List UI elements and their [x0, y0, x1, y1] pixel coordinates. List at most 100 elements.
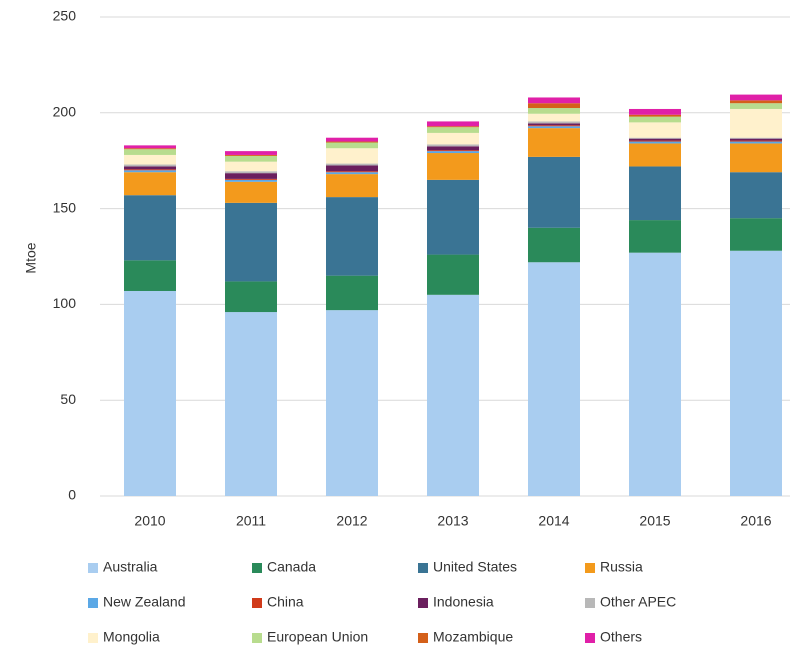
bar-segment	[326, 165, 378, 172]
bar-segment	[528, 126, 580, 129]
legend-label: New Zealand	[103, 594, 186, 610]
legend-swatch	[585, 598, 595, 608]
bar-segment	[124, 290, 176, 496]
y-tick-label: 200	[53, 104, 77, 120]
bar-segment	[730, 140, 782, 142]
bar-segment	[427, 153, 479, 180]
bar-segment	[427, 127, 479, 133]
bar-segment	[225, 179, 277, 182]
bar-segment	[326, 310, 378, 496]
bar-segment	[528, 113, 580, 122]
bar-segment	[124, 260, 176, 291]
bar-segment	[225, 161, 277, 172]
legend-label: European Union	[267, 629, 368, 645]
x-tick-label: 2015	[639, 513, 670, 529]
bar-segment	[225, 181, 277, 203]
bar-segment	[326, 172, 378, 175]
legend-label: Canada	[267, 559, 316, 575]
bar-segment	[528, 262, 580, 496]
bar-segment	[629, 252, 681, 496]
bar-segment	[124, 145, 176, 149]
bar-segment	[326, 148, 378, 164]
bar-segment	[427, 146, 479, 151]
bar-segment	[730, 218, 782, 251]
bar-segment	[528, 156, 580, 228]
y-tick-label: 150	[53, 199, 77, 215]
bar-segment	[730, 250, 782, 496]
bar-segment	[730, 141, 782, 144]
bar-segment	[427, 150, 479, 152]
bar-segment	[427, 121, 479, 127]
bar-segment	[124, 149, 176, 155]
bar-segment	[528, 103, 580, 109]
bar-segment	[326, 137, 378, 142]
bar-segment	[225, 155, 277, 162]
y-tick-label: 0	[68, 487, 76, 503]
bar-segment	[629, 141, 681, 144]
bar-segment	[124, 164, 176, 167]
x-tick-label: 2014	[538, 513, 569, 529]
bar-segment	[326, 171, 378, 173]
bar-segment	[124, 172, 176, 196]
bar-segment	[629, 108, 681, 115]
bar-segment	[730, 108, 782, 138]
legend-swatch	[252, 563, 262, 573]
bar-segment	[326, 174, 378, 198]
bar-segment	[629, 137, 681, 139]
x-tick-label: 2016	[740, 513, 771, 529]
bar-segment	[730, 100, 782, 104]
legend-label: Australia	[103, 559, 158, 575]
x-tick-label: 2013	[437, 513, 468, 529]
legend-label: Mozambique	[433, 629, 513, 645]
bar-segment	[528, 121, 580, 124]
x-tick-label: 2012	[336, 513, 367, 529]
legend-swatch	[585, 633, 595, 643]
x-tick-label: 2010	[134, 513, 165, 529]
bar-segment	[225, 171, 277, 174]
y-axis-label: Mtoe	[23, 242, 39, 273]
bar-segment	[427, 151, 479, 154]
bar-segment	[629, 140, 681, 142]
bar-segment	[225, 173, 277, 179]
legend-label: China	[267, 594, 304, 610]
bar-segment	[629, 143, 681, 167]
legend-swatch	[88, 598, 98, 608]
bar-segment	[528, 227, 580, 263]
legend-swatch	[585, 563, 595, 573]
bar-segment	[427, 254, 479, 295]
bar-segment	[326, 141, 378, 143]
y-tick-label: 250	[53, 8, 77, 24]
y-tick-label: 100	[53, 295, 77, 311]
bar-segment	[326, 275, 378, 311]
bar-segment	[629, 116, 681, 123]
legend-label: Mongolia	[103, 629, 160, 645]
bar-segment	[225, 178, 277, 180]
legend-swatch	[418, 563, 428, 573]
bar-segment	[124, 170, 176, 173]
bar-segment	[427, 179, 479, 255]
bar-segment	[124, 166, 176, 170]
bar-segment	[225, 281, 277, 313]
legend-label: Indonesia	[433, 594, 494, 610]
bar-segment	[730, 143, 782, 173]
bar-segment	[225, 151, 277, 155]
bar-segment	[124, 148, 176, 150]
bar-segment	[629, 122, 681, 138]
bar-segment	[528, 125, 580, 127]
bar-segment	[427, 144, 479, 147]
legend-label: Others	[600, 629, 642, 645]
bar-segment	[730, 138, 782, 141]
bar-segment	[427, 132, 479, 145]
bar-segment	[629, 166, 681, 221]
legend-swatch	[88, 633, 98, 643]
bar-segment	[730, 172, 782, 219]
bar-segment	[124, 169, 176, 171]
legend-swatch	[418, 633, 428, 643]
bar-segment	[730, 103, 782, 109]
legend-label: Other APEC	[600, 594, 676, 610]
bar-segment	[730, 137, 782, 139]
bar-segment	[629, 114, 681, 117]
bar-segment	[427, 126, 479, 128]
bar-segment	[528, 97, 580, 104]
